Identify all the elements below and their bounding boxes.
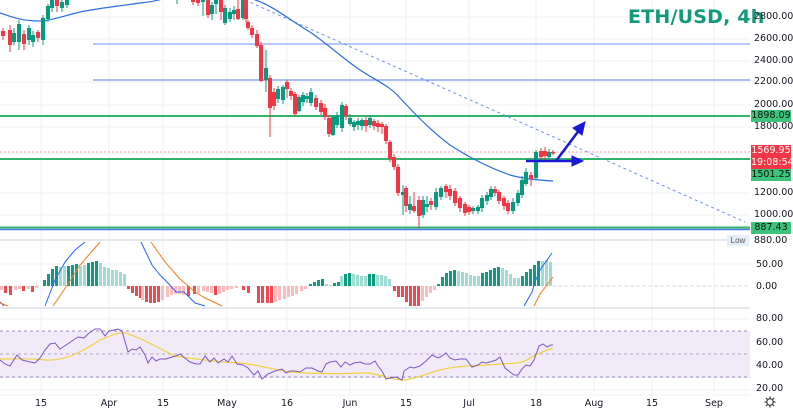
time-label: 15 [399,398,413,409]
time-label: May [217,398,237,409]
price-label-2400: 2400.00 [754,55,793,66]
last-price-value: 1569.95 [751,145,791,156]
time-label: 15 [645,398,659,409]
moving-average-line [0,0,554,182]
time-label: 15 [156,398,170,409]
price-label-880: 880.00 [754,235,788,246]
price-label-2200: 2200.00 [754,76,793,87]
macd-histogram [0,260,552,306]
bar-countdown: 19:08:54 [751,157,793,168]
price-label-1800: 1800.00 [754,121,793,132]
time-label: Jun [342,398,358,409]
price-label-2800: 2800.00 [754,11,793,22]
time-label: Sep [705,398,723,409]
rsi-label-20: 20.00 [756,383,784,394]
time-label: Apr [100,398,118,409]
price-label-2000: 2000.00 [754,99,793,110]
rsi-line [0,328,553,381]
projection-arrows[interactable] [526,121,586,167]
rsi-ma-line [0,332,554,381]
time-label: Jul [463,398,475,409]
rsi-label-60: 60.00 [756,337,784,348]
last-price-tag[interactable]: 1569.95 19:08:54 [751,145,793,169]
macd-label-0: 0.00 [756,281,778,292]
rsi-label-40: 40.00 [756,360,784,371]
macd-label-50: 50.00 [756,259,784,270]
time-label: 18 [529,398,543,409]
low-marker: Low [727,235,749,246]
candlesticks[interactable] [1,0,555,228]
time-label: 16 [280,398,294,409]
level-tag-1501[interactable]: 1501.25 [751,169,791,181]
trendline-dotted[interactable] [244,0,746,223]
time-label: 15 [34,398,48,409]
level-tag-887[interactable]: 887.43 [751,222,791,234]
price-label-1000: 1000.00 [754,209,793,220]
rsi-label-80: 80.00 [756,313,784,324]
chart-title: ETH/USD, 4h [628,6,765,28]
price-label-2600: 2600.00 [754,33,793,44]
price-axis-bg[interactable] [750,0,793,412]
macd-signal-line [0,241,554,307]
time-label: Aug [584,398,604,409]
vertical-gridlines [40,0,715,395]
gear-icon[interactable] [764,396,776,408]
price-label-1200: 1200.00 [754,187,793,198]
level-tag-1898[interactable]: 1898.09 [751,110,791,122]
